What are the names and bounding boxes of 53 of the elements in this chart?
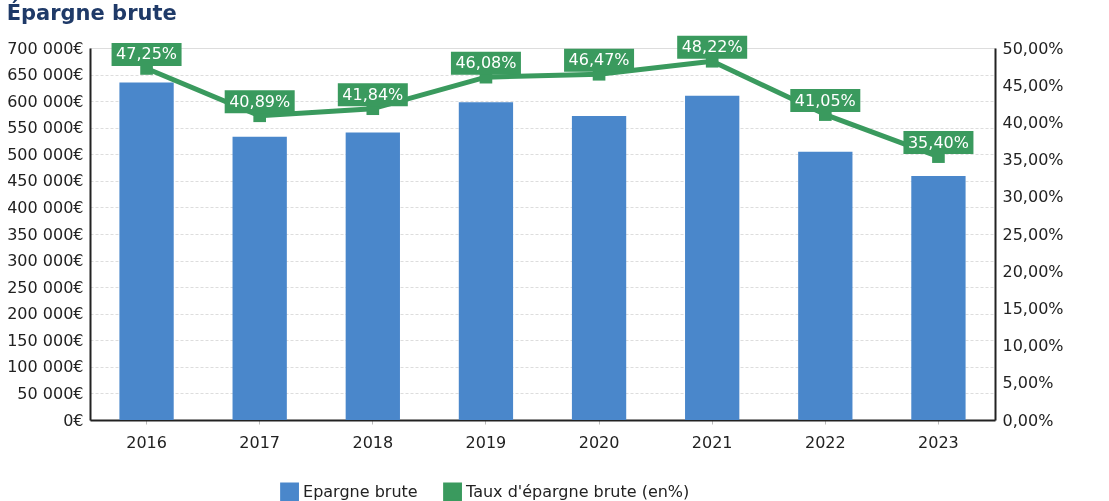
legend-label: Taux d'épargne brute (en%) [465,481,690,501]
bar [685,95,740,420]
y-tick-label: 500 000€ [7,144,84,164]
x-tick-label: 2019 [465,432,507,452]
data-label: 46,08% [455,53,517,73]
y2-tick-label: 10,00% [1002,336,1064,356]
x-tick-label: 2018 [352,432,394,452]
y-tick-label: 250 000€ [7,277,84,297]
data-label: 47,25% [116,44,178,64]
x-tick-label: 2022 [804,432,846,452]
y-tick-label: 0€ [63,410,84,430]
bar [798,151,853,420]
bar [345,132,400,420]
chart-title: Épargne brute [6,0,177,25]
bar [232,136,287,420]
y-tick-label: 150 000€ [7,330,84,350]
data-label: 41,05% [794,90,856,110]
y2-tick-label: 20,00% [1002,261,1064,281]
bar [458,102,514,420]
bar [911,176,966,420]
x-tick-label: 2016 [126,432,167,452]
y2-tick-label: 0,00% [1002,410,1054,430]
y-tick-label: 200 000€ [7,304,84,324]
y2-tick-label: 5,00% [1002,373,1054,393]
y-tick-label: 100 000€ [7,357,84,377]
y-tick-label: 300 000€ [7,251,84,271]
data-label: 40,89% [229,91,291,111]
y2-tick-label: 25,00% [1002,224,1064,244]
x-tick-label: 2023 [918,432,959,452]
y-tick-label: 550 000€ [7,118,84,138]
y2-tick-label: 50,00% [1002,38,1064,58]
y2-tick-label: 35,00% [1002,150,1064,170]
x-tick-label: 2021 [691,432,733,452]
y2-tick-label: 45,00% [1002,75,1064,95]
y-tick-label: 450 000€ [7,171,84,191]
data-label: 35,40% [907,132,969,152]
legend-label: Epargne brute [303,481,418,501]
y-tick-label: 400 000€ [7,197,84,217]
data-label: 41,84% [342,84,404,104]
bar [571,116,627,420]
data-label: 46,47% [568,50,630,70]
y2-tick-label: 40,00% [1002,112,1064,132]
y2-tick-label: 30,00% [1002,187,1064,207]
y-tick-label: 650 000€ [7,65,84,85]
x-tick-label: 2020 [578,432,620,452]
bar [119,82,174,420]
y-tick-label: 50 000€ [17,383,84,403]
y-tick-label: 700 000€ [7,38,84,58]
y-tick-label: 600 000€ [7,91,84,111]
y-tick-label: 350 000€ [7,224,84,244]
data-label: 48,22% [681,37,743,57]
x-tick-label: 2017 [239,432,281,452]
y2-tick-label: 15,00% [1002,298,1064,318]
